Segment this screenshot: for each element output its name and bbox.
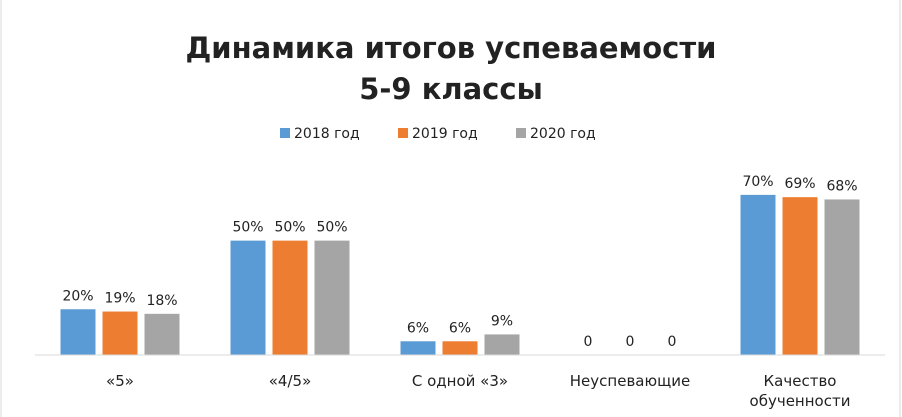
data-label: 6% [449, 320, 471, 336]
bar [442, 341, 478, 355]
data-label: 50% [232, 220, 263, 236]
bar [60, 309, 96, 355]
data-label: 6% [407, 320, 429, 336]
x-tick-label: С одной «3» [411, 372, 509, 390]
bar [314, 240, 350, 355]
data-label: 68% [826, 178, 857, 194]
bar [484, 334, 520, 355]
data-label: 9% [491, 313, 513, 329]
data-label: 19% [104, 291, 135, 307]
legend-label: 2019 год [412, 126, 478, 142]
bar [272, 240, 308, 355]
bar [144, 313, 180, 355]
chart-title: Динамика итогов успеваемости [185, 31, 716, 65]
legend-label: 2018 год [294, 126, 360, 142]
data-label: 50% [274, 220, 305, 236]
data-label: 69% [784, 176, 815, 192]
chart-title: 5-9 классы [359, 72, 543, 106]
bar [400, 341, 436, 355]
x-tick-label: «4/5» [268, 372, 312, 390]
bar [782, 197, 818, 355]
x-tick-label-box: Качество обученности [749, 372, 851, 410]
legend-label: 2020 год [530, 126, 596, 142]
legend-swatch [398, 128, 408, 138]
data-label: 18% [146, 293, 177, 309]
x-tick-label-box: «5» [106, 372, 134, 390]
data-label: 0 [668, 334, 677, 350]
x-tick-label: Неуспевающие [569, 372, 691, 390]
data-label: 50% [316, 220, 347, 236]
legend-swatch [516, 128, 526, 138]
data-label: 0 [584, 334, 593, 350]
data-label: 70% [742, 174, 773, 190]
x-tick-label: Качество обученности [749, 372, 851, 410]
bar [824, 199, 860, 355]
bar [102, 311, 138, 355]
bar [740, 194, 776, 355]
bar [230, 240, 266, 355]
legend-swatch [280, 128, 290, 138]
data-label: 0 [626, 334, 635, 350]
x-tick-label-box: «4/5» [268, 372, 312, 390]
x-tick-label-box: С одной «3» [411, 372, 509, 390]
x-tick-label-box: Неуспевающие [569, 372, 691, 390]
data-label: 20% [62, 288, 93, 304]
x-tick-label: «5» [106, 372, 134, 390]
